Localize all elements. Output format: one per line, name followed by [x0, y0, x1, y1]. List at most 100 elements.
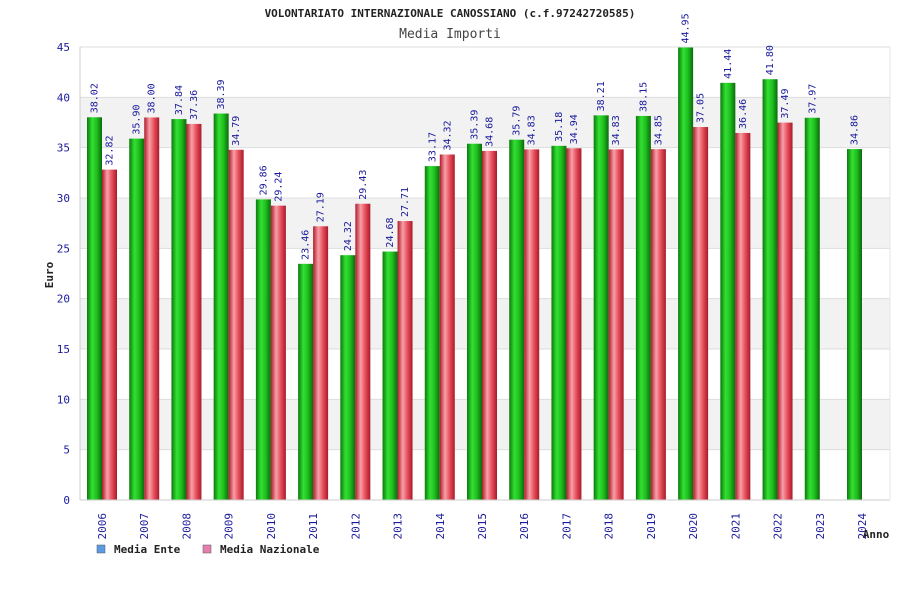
y-axis-label: Euro [43, 261, 56, 288]
x-tick-label: 2021 [729, 513, 742, 540]
data-label-media-nazionale: 34.68 [485, 117, 496, 147]
data-label-media-ente: 37.97 [807, 84, 818, 114]
x-tick-label: 2024 [856, 513, 869, 540]
x-tick-label: 2022 [772, 513, 785, 540]
data-label-media-ente: 37.84 [174, 85, 185, 115]
data-label-media-ente: 33.17 [427, 132, 438, 162]
data-label-media-nazionale: 32.82 [105, 136, 116, 166]
data-label-media-ente: 35.79 [512, 106, 523, 136]
x-tick-label: 2006 [96, 513, 109, 540]
data-label-media-nazionale: 36.46 [738, 99, 749, 129]
data-label-media-nazionale: 34.85 [653, 115, 664, 145]
y-tick-label: 10 [57, 393, 70, 406]
x-tick-labels: 2006 2007 2008 2009 2010 2011 2012 2013 2014 2015… [96, 513, 869, 540]
x-tick-label: 2023 [814, 513, 827, 540]
y-tick-label: 35 [57, 142, 70, 155]
x-tick-label: 2012 [349, 513, 362, 540]
x-tick-label: 2020 [687, 513, 700, 540]
bar-media-ente [424, 166, 440, 500]
data-label-media-ente: 35.90 [132, 104, 143, 134]
x-tick-label: 2017 [560, 513, 573, 540]
data-label-media-ente: 38.39 [216, 79, 227, 109]
bar-media-nazionale [313, 226, 329, 500]
data-label-media-ente: 38.02 [90, 83, 101, 113]
chart-subtitle: Media Importi [399, 27, 501, 42]
y-tick-label: 40 [57, 91, 70, 104]
bar-media-ente [255, 199, 271, 500]
data-label-media-ente: 29.86 [258, 165, 269, 195]
bar-media-nazionale [524, 149, 540, 501]
bar-media-nazionale [439, 154, 455, 500]
x-tick-label: 2014 [434, 513, 447, 540]
value-labels: 38.02 32.82 35.90 38.00 37.84 37.36 38.39 34.79… [90, 13, 861, 259]
bar-media-ente [847, 149, 862, 501]
data-label-media-ente: 23.46 [301, 230, 312, 260]
data-label-media-nazionale: 37.49 [780, 88, 791, 118]
data-label-media-nazionale: 34.94 [569, 114, 580, 144]
data-label-media-nazionale: 34.79 [231, 116, 242, 146]
bar-media-nazionale [650, 149, 666, 500]
data-label-media-ente: 38.21 [596, 81, 607, 111]
y-tick-label: 30 [57, 192, 70, 205]
data-label-media-ente: 35.18 [554, 112, 565, 142]
x-tick-label: 2008 [180, 513, 193, 540]
data-label-media-ente: 41.44 [723, 49, 734, 79]
chart-title: VOLONTARIATO INTERNAZIONALE CANOSSIANO (… [265, 7, 636, 20]
bar-media-ente [635, 115, 651, 500]
bar-media-nazionale [608, 149, 624, 501]
grid-band [80, 47, 890, 98]
bar-media-nazionale [270, 205, 286, 500]
bar-media-ente [509, 139, 525, 501]
x-tick-label: 2018 [603, 513, 616, 540]
bar-media-ente [340, 255, 356, 500]
data-label-media-ente: 24.68 [385, 217, 396, 247]
y-tick-label: 25 [57, 242, 70, 255]
bar-media-ente [129, 138, 145, 500]
data-label-media-nazionale: 34.32 [442, 120, 453, 150]
bar-media-nazionale [482, 150, 497, 500]
legend: Media Ente Media Nazionale [96, 543, 320, 556]
legend-swatch-media-ente [96, 544, 106, 554]
bar-media-nazionale [777, 122, 793, 500]
data-label-media-nazionale: 27.71 [400, 187, 411, 217]
bar-media-ente [467, 143, 482, 500]
data-label-media-ente: 24.32 [343, 221, 354, 251]
data-label-media-ente: 44.95 [681, 13, 692, 43]
bar-media-nazionale [693, 127, 709, 500]
x-tick-label: 2010 [265, 513, 278, 540]
bar-media-ente [171, 119, 187, 500]
bar-media-nazionale [186, 123, 202, 500]
bar-media-ente [213, 113, 229, 501]
bars [87, 47, 862, 501]
bar-media-nazionale [566, 148, 582, 500]
data-label-media-nazionale: 37.36 [189, 90, 200, 120]
data-label-media-ente: 34.86 [850, 115, 861, 145]
bar-media-ente [762, 79, 778, 501]
bar-media-ente [804, 117, 820, 500]
x-tick-label: 2011 [307, 513, 320, 540]
y-tick-label: 5 [63, 444, 70, 457]
y-tick-label: 15 [57, 343, 70, 356]
bar-media-nazionale [144, 117, 160, 500]
legend-label-media-nazionale: Media Nazionale [220, 543, 320, 556]
axes [79, 47, 891, 501]
x-tick-label: 2016 [518, 513, 531, 540]
x-tick-label: 2009 [223, 513, 236, 540]
bar-media-ente [298, 263, 314, 500]
data-label-media-ente: 35.39 [470, 110, 481, 140]
bar-media-ente [720, 82, 736, 500]
data-label-media-nazionale: 38.00 [147, 83, 158, 113]
data-label-media-nazionale: 34.83 [527, 115, 538, 145]
x-tick-label: 2013 [392, 513, 405, 540]
data-label-media-ente: 38.15 [638, 82, 649, 112]
x-axis-label: Anno [863, 528, 890, 541]
bar-media-ente [551, 145, 567, 500]
data-label-media-nazionale: 29.24 [273, 172, 284, 202]
data-label-media-nazionale: 37.05 [696, 93, 707, 123]
bar-media-nazionale [735, 132, 751, 500]
y-tick-label: 0 [63, 494, 70, 507]
bar-media-nazionale [102, 169, 117, 500]
data-label-media-nazionale: 34.83 [611, 115, 622, 145]
bar-media-nazionale [228, 149, 244, 500]
